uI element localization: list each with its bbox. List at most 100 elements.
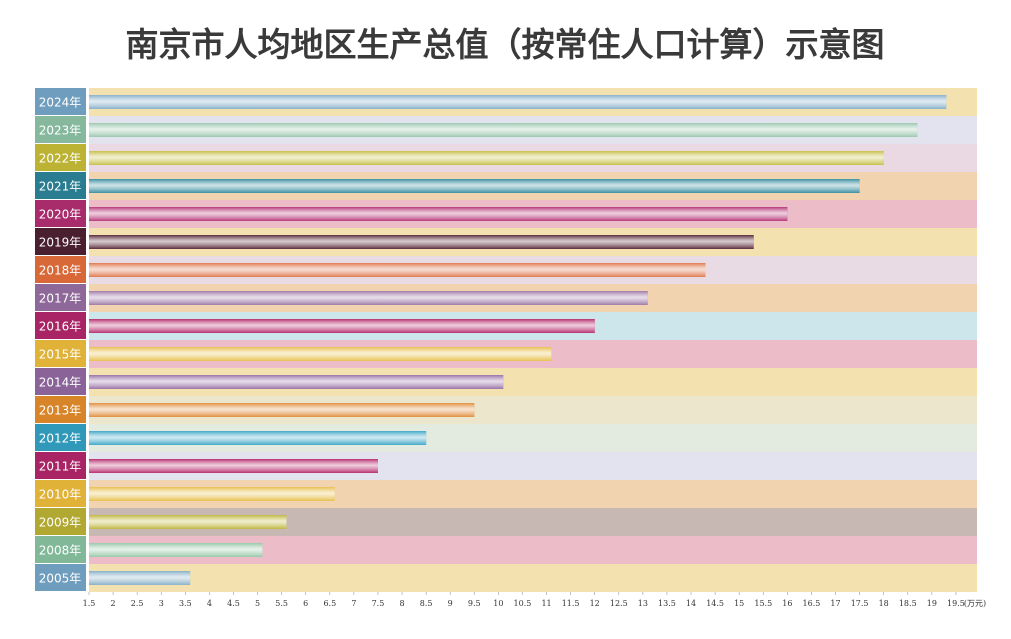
x-tick-label: 18.5 (899, 599, 917, 608)
category-box (35, 256, 86, 284)
category-separator (35, 171, 86, 172)
x-tick-label: 5.5 (275, 599, 288, 608)
x-tick-label: 8 (400, 599, 405, 608)
x-tick-label: 9 (448, 599, 453, 608)
category-box (35, 88, 86, 116)
bar (89, 487, 335, 501)
x-tick-label: 8.5 (420, 599, 433, 608)
y-tick-label: 2017年 (39, 292, 82, 306)
category-box (35, 452, 86, 480)
category-box (35, 284, 86, 312)
x-tick-label: 6 (303, 599, 308, 608)
x-tick-label: 6.5 (323, 599, 336, 608)
category-separator (35, 255, 86, 256)
y-tick-label: 2024年 (39, 96, 82, 110)
category-separator (35, 395, 86, 396)
x-tick-label: 11 (541, 599, 551, 608)
category-separator (35, 479, 86, 480)
bar (89, 207, 788, 221)
y-tick-label: 2014年 (39, 376, 82, 390)
category-separator (35, 507, 86, 508)
y-tick-label: 2023年 (39, 124, 82, 138)
x-tick-label: 1.5 (83, 599, 96, 608)
category-box (35, 200, 86, 228)
category-separator (35, 283, 86, 284)
x-tick-label: 4.5 (227, 599, 240, 608)
category-box (35, 116, 86, 144)
category-box (35, 508, 86, 536)
x-tick-label: 5 (255, 599, 260, 608)
bar (89, 319, 595, 333)
x-tick-label: 14 (686, 599, 696, 608)
bar (89, 459, 378, 473)
x-tick-label: 19 (927, 599, 937, 608)
y-tick-label: 2021年 (39, 180, 82, 194)
category-box (35, 340, 86, 368)
bar (89, 347, 552, 361)
category-separator (35, 535, 86, 536)
y-tick-label: 2013年 (39, 404, 82, 418)
x-tick-label: 7.5 (372, 599, 385, 608)
bar (89, 235, 754, 249)
x-tick-label: 11.5 (562, 599, 580, 608)
bar (89, 151, 884, 165)
bar (89, 179, 860, 193)
y-tick-label: 2005年 (39, 572, 82, 586)
y-tick-label: 2010年 (39, 488, 82, 502)
category-separator (35, 115, 86, 116)
category-separator (35, 591, 86, 592)
y-tick-label: 2020年 (39, 208, 82, 222)
chart-title: 南京市人均地区生产总值（按常住人口计算）示意图 (126, 25, 885, 64)
bar (89, 431, 427, 445)
row-background (89, 564, 977, 592)
category-box (35, 172, 86, 200)
x-tick-label: 2.5 (131, 599, 144, 608)
x-tick-label: 17.5 (851, 599, 869, 608)
x-tick-label: 10 (493, 599, 503, 608)
bar (89, 375, 504, 389)
category-box (35, 312, 86, 340)
category-box (35, 228, 86, 256)
x-tick-label: 16 (782, 599, 792, 608)
x-tick-label: 12 (590, 599, 600, 608)
x-tick-label: 13 (638, 599, 648, 608)
category-box (35, 564, 86, 592)
category-box (35, 144, 86, 172)
axis-unit: (万元) (964, 599, 986, 608)
y-tick-label: 2011年 (39, 460, 82, 474)
y-tick-label: 2015年 (39, 348, 82, 362)
category-separator (35, 367, 86, 368)
x-tick-label: 18 (879, 599, 889, 608)
y-tick-label: 2018年 (39, 264, 82, 278)
category-separator (35, 423, 86, 424)
x-tick-label: 3.5 (179, 599, 192, 608)
x-tick-label: 13.5 (658, 599, 676, 608)
bar (89, 403, 475, 417)
category-separator (35, 451, 86, 452)
x-tick-label: 16.5 (803, 599, 821, 608)
category-separator (35, 311, 86, 312)
bar (89, 291, 648, 305)
category-separator (35, 339, 86, 340)
x-tick-label: 17 (830, 599, 840, 608)
category-separator (35, 199, 86, 200)
bar (89, 263, 706, 277)
category-box (35, 424, 86, 452)
bar (89, 123, 918, 137)
bar (89, 571, 191, 585)
x-tick-label: 2 (111, 599, 116, 608)
x-tick-label: 12.5 (610, 599, 628, 608)
y-tick-label: 2016年 (39, 320, 82, 334)
x-tick-label: 3 (159, 599, 164, 608)
x-tick-label: 10.5 (514, 599, 532, 608)
x-tick-label: 15 (734, 599, 744, 608)
x-tick-label: 15.5 (754, 599, 772, 608)
category-separator (35, 143, 86, 144)
x-tick-label: 9.5 (468, 599, 481, 608)
category-separator (35, 563, 86, 564)
y-tick-label: 2008年 (39, 544, 82, 558)
category-box (35, 368, 86, 396)
x-tick-label: 19.5 (947, 599, 965, 608)
bar (89, 543, 263, 557)
